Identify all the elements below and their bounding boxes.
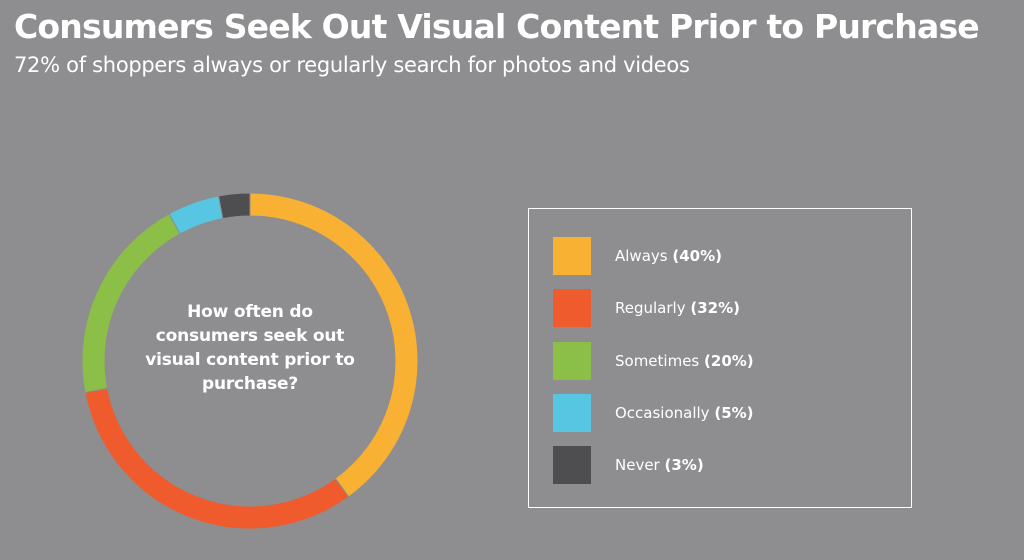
legend-value-regularly: (32%) [690, 299, 740, 317]
legend-swatch-regularly [553, 289, 591, 327]
chart-subtitle: 72% of shoppers always or regularly sear… [14, 53, 690, 77]
legend-swatch-never [553, 446, 591, 484]
legend-item-always: Always (40%) [553, 237, 722, 275]
legend-swatch-occasionally [553, 394, 591, 432]
legend-label-regularly: Regularly [615, 299, 686, 317]
legend-value-occasionally: (5%) [714, 404, 754, 422]
legend-item-never: Never (3%) [553, 446, 704, 484]
donut-slice-regularly [84, 387, 350, 530]
legend-label-always: Always [615, 247, 668, 265]
legend-item-sometimes: Sometimes (20%) [553, 342, 754, 380]
legend: Always (40%) Regularly (32%) Sometimes (… [528, 208, 912, 508]
legend-item-regularly: Regularly (32%) [553, 289, 740, 327]
center-question: How often do consumers seek out visual c… [145, 302, 355, 394]
legend-label-sometimes: Sometimes [615, 352, 700, 370]
donut-slice-never [217, 192, 251, 220]
legend-label-never: Never [615, 456, 660, 474]
legend-label-occasionally: Occasionally [615, 404, 710, 422]
legend-value-always: (40%) [672, 247, 722, 265]
legend-item-occasionally: Occasionally (5%) [553, 394, 754, 432]
legend-value-sometimes: (20%) [704, 352, 754, 370]
legend-value-never: (3%) [664, 456, 704, 474]
donut-slice-occasionally [168, 195, 224, 235]
chart-title: Consumers Seek Out Visual Content Prior … [14, 7, 980, 46]
legend-swatch-sometimes [553, 342, 591, 380]
legend-swatch-always [553, 237, 591, 275]
